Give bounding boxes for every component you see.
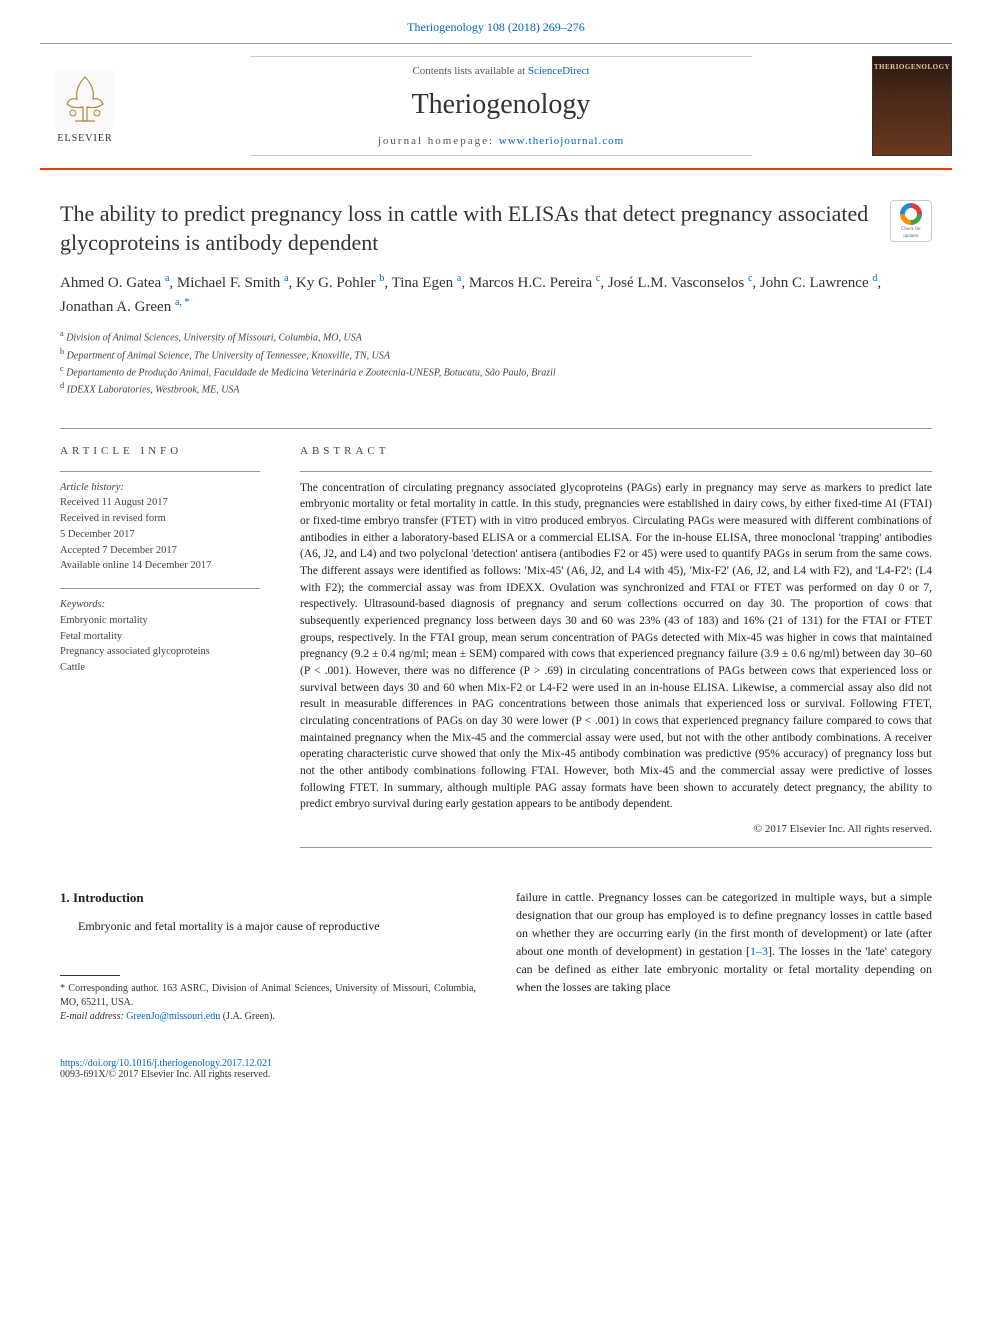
homepage-link[interactable]: www.theriojournal.com (499, 135, 624, 147)
keywords-label: Keywords: (60, 597, 260, 613)
keywords: Keywords: Embryonic mortalityFetal morta… (60, 588, 260, 676)
contents-line: Contents lists available at ScienceDirec… (250, 56, 752, 77)
info-abstract-row: ARTICLE INFO Article history: Received 1… (60, 428, 932, 848)
article-body: The ability to predict pregnancy loss in… (0, 170, 992, 1044)
history-line: Available online 14 December 2017 (60, 558, 260, 574)
history-line: Accepted 7 December 2017 (60, 543, 260, 559)
email-footnote: E-mail address: GreenJo@missouri.edu (J.… (60, 1010, 476, 1024)
journal-cover-thumb: THERIOGENOLOGY (872, 56, 952, 156)
doi-link[interactable]: https://doi.org/10.1016/j.theriogenology… (60, 1058, 272, 1069)
contents-prefix: Contents lists available at (412, 65, 527, 77)
abstract-text: The concentration of circulating pregnan… (300, 471, 932, 813)
body-col-right: failure in cattle. Pregnancy losses can … (516, 888, 932, 1025)
footnote-separator (60, 975, 120, 976)
email-label: E-mail address: (60, 1011, 126, 1022)
body-col-left: 1. Introduction Embryonic and fetal mort… (60, 888, 476, 1025)
journal-banner: ELSEVIER Contents lists available at Sci… (40, 43, 952, 170)
corresponding-email-link[interactable]: GreenJo@missouri.edu (126, 1011, 220, 1022)
article-title: The ability to predict pregnancy loss in… (60, 200, 870, 257)
affiliation-line: b Department of Animal Science, The Univ… (60, 346, 932, 363)
banner-center: Contents lists available at ScienceDirec… (130, 56, 872, 156)
keyword-line: Embryonic mortality (60, 613, 260, 629)
crossmark-text-2: updates (903, 234, 918, 239)
title-row: The ability to predict pregnancy loss in… (60, 200, 932, 257)
history-label: Article history: (60, 480, 260, 496)
elsevier-logo: ELSEVIER (40, 61, 130, 151)
corresponding-author-footnote: * Corresponding author. 163 ASRC, Divisi… (60, 982, 476, 1010)
history-line: 5 December 2017 (60, 527, 260, 543)
body-columns: 1. Introduction Embryonic and fetal mort… (60, 888, 932, 1025)
affiliation-line: d IDEXX Laboratories, Westbrook, ME, USA (60, 380, 932, 397)
email-suffix: (J.A. Green). (220, 1011, 275, 1022)
homepage-prefix: journal homepage: (378, 135, 499, 147)
keyword-line: Fetal mortality (60, 629, 260, 645)
crossmark-text-1: Check for (901, 227, 921, 232)
keyword-line: Cattle (60, 660, 260, 676)
section-1-heading: 1. Introduction (60, 888, 476, 908)
abstract-copyright: © 2017 Elsevier Inc. All rights reserved… (300, 823, 932, 848)
ref-link[interactable]: 1–3 (750, 944, 768, 958)
citation-link[interactable]: Theriogenology 108 (2018) 269–276 (407, 20, 585, 34)
affiliation-line: a Division of Animal Sciences, Universit… (60, 328, 932, 345)
authors-line: Ahmed O. Gatea a, Michael F. Smith a, Ky… (60, 271, 932, 318)
crossmark-icon (900, 203, 922, 225)
abstract-column: ABSTRACT The concentration of circulatin… (300, 445, 932, 848)
elsevier-text: ELSEVIER (57, 133, 112, 144)
abstract-heading: ABSTRACT (300, 445, 932, 457)
affiliation-line: c Departamento de Produção Animal, Facul… (60, 363, 932, 380)
keyword-line: Pregnancy associated glycoproteins (60, 644, 260, 660)
intro-para-2: failure in cattle. Pregnancy losses can … (516, 888, 932, 996)
cover-thumb-title: THERIOGENOLOGY (874, 63, 950, 71)
journal-banner-wrap: ELSEVIER Contents lists available at Sci… (0, 43, 992, 170)
elsevier-tree-icon (55, 69, 115, 129)
crossmark-badge[interactable]: Check for updates (890, 200, 932, 242)
doi-block: https://doi.org/10.1016/j.theriogenology… (0, 1044, 992, 1100)
homepage-line: journal homepage: www.theriojournal.com (250, 135, 752, 156)
history-line: Received in revised form (60, 511, 260, 527)
affiliations: a Division of Animal Sciences, Universit… (60, 328, 932, 397)
intro-para-1: Embryonic and fetal mortality is a major… (60, 917, 476, 935)
article-info: ARTICLE INFO Article history: Received 1… (60, 445, 260, 848)
journal-name: Theriogenology (130, 89, 872, 121)
article-history: Article history: Received 11 August 2017… (60, 471, 260, 575)
sciencedirect-link[interactable]: ScienceDirect (528, 65, 590, 77)
issn-copyright: 0093-691X/© 2017 Elsevier Inc. All right… (60, 1069, 270, 1080)
history-line: Received 11 August 2017 (60, 495, 260, 511)
article-info-heading: ARTICLE INFO (60, 445, 260, 457)
running-header: Theriogenology 108 (2018) 269–276 (0, 0, 992, 43)
